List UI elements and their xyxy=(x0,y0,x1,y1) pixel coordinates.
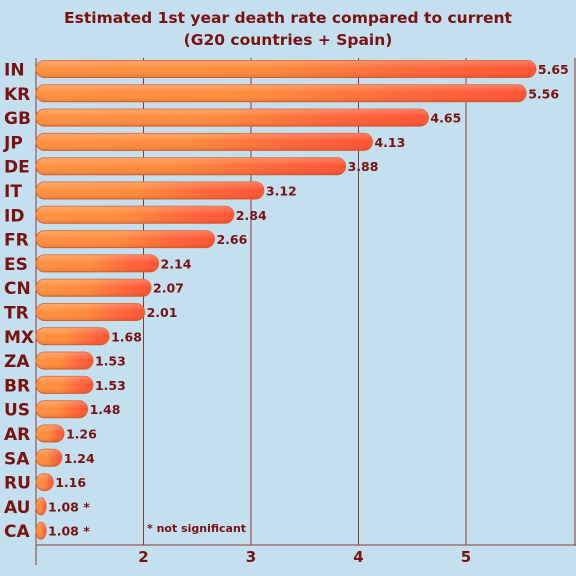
category-label-FR: FR xyxy=(4,231,29,251)
chart-subtitle: (G20 countries + Spain) xyxy=(184,31,393,49)
bar-shade-FR xyxy=(36,230,215,248)
category-label-JP: JP xyxy=(3,133,23,153)
category-label-DE: DE xyxy=(4,158,30,178)
x-tick-label: 2 xyxy=(138,548,148,566)
x-tick-label: 3 xyxy=(246,548,256,566)
value-label-CA: 1.08 * xyxy=(48,524,90,539)
category-label-KR: KR xyxy=(4,85,30,105)
bar-shade-MX xyxy=(36,327,110,345)
bar-shade-KR xyxy=(36,84,527,102)
bars xyxy=(35,60,537,540)
value-label-IN: 5.65 xyxy=(538,62,569,77)
category-label-CA: CA xyxy=(4,522,30,542)
x-axis-ticks: 2 3 4 5 xyxy=(138,548,471,566)
value-label-ES: 2.14 xyxy=(161,256,192,271)
value-label-TR: 2.01 xyxy=(147,305,178,320)
bar-shade-CA xyxy=(36,522,46,540)
category-label-GB: GB xyxy=(4,109,31,129)
bar-shade-RU xyxy=(36,473,54,491)
category-label-CN: CN xyxy=(4,279,31,299)
bar-shade-SA xyxy=(36,449,62,467)
bar-shade-BR xyxy=(36,376,93,394)
bar-shade-IT xyxy=(36,182,264,199)
category-label-US: US xyxy=(4,401,30,421)
value-label-MX: 1.68 xyxy=(111,329,142,344)
value-labels: 5.65 5.56 4.65 4.13 3.88 3.12 2.84 2.66 2.14 2.07… xyxy=(48,62,569,539)
value-label-ID: 2.84 xyxy=(236,208,267,223)
annotation-note: * not significant xyxy=(147,522,246,535)
value-label-ZA: 1.53 xyxy=(95,354,126,369)
category-label-RU: RU xyxy=(4,474,31,494)
value-label-JP: 4.13 xyxy=(374,135,405,150)
value-label-IT: 3.12 xyxy=(266,184,297,199)
category-label-SA: SA xyxy=(4,449,30,469)
bar-shade-IN xyxy=(36,60,536,78)
bar-shade-ID xyxy=(36,206,234,224)
value-label-AU: 1.08 * xyxy=(48,499,90,514)
chart-title: Estimated 1st year death rate compared t… xyxy=(64,9,513,27)
bar-shade-US xyxy=(36,400,88,418)
value-label-US: 1.48 xyxy=(90,402,121,417)
value-label-FR: 2.66 xyxy=(216,232,247,247)
value-label-KR: 5.56 xyxy=(528,86,559,101)
category-label-TR: TR xyxy=(4,304,29,324)
value-label-RU: 1.16 xyxy=(55,475,86,490)
bar-shade-DE xyxy=(36,157,346,175)
category-label-ID: ID xyxy=(4,206,24,226)
category-label-ZA: ZA xyxy=(4,352,30,372)
bar-shade-GB xyxy=(36,109,429,127)
category-label-MX: MX xyxy=(4,328,34,348)
value-label-SA: 1.24 xyxy=(64,451,95,466)
x-tick-label: 5 xyxy=(461,548,471,566)
bar-shade-AR xyxy=(36,425,64,442)
bar-shade-CN xyxy=(36,279,152,297)
bar-shade-JP xyxy=(36,133,373,151)
category-labels: IN KR GB JP DE IT ID FR ES CN TR MX ZA BR US AR SA RU AU CA xyxy=(3,61,34,543)
category-label-AR: AR xyxy=(4,425,30,445)
category-label-ES: ES xyxy=(4,255,28,275)
value-label-GB: 4.65 xyxy=(430,111,461,126)
value-label-BR: 1.53 xyxy=(95,378,126,393)
value-label-CN: 2.07 xyxy=(153,281,184,296)
bar-shade-TR xyxy=(36,303,145,321)
value-label-AR: 1.26 xyxy=(66,427,97,442)
bar-shade-ZA xyxy=(36,352,93,370)
category-label-AU: AU xyxy=(4,498,30,518)
x-tick-label: 4 xyxy=(353,548,363,566)
bar-shade-AU xyxy=(36,497,46,515)
category-label-IN: IN xyxy=(4,61,25,81)
value-label-DE: 3.88 xyxy=(348,159,379,174)
category-label-IT: IT xyxy=(4,182,22,202)
category-label-BR: BR xyxy=(4,376,30,396)
bar-shade-ES xyxy=(36,254,159,272)
